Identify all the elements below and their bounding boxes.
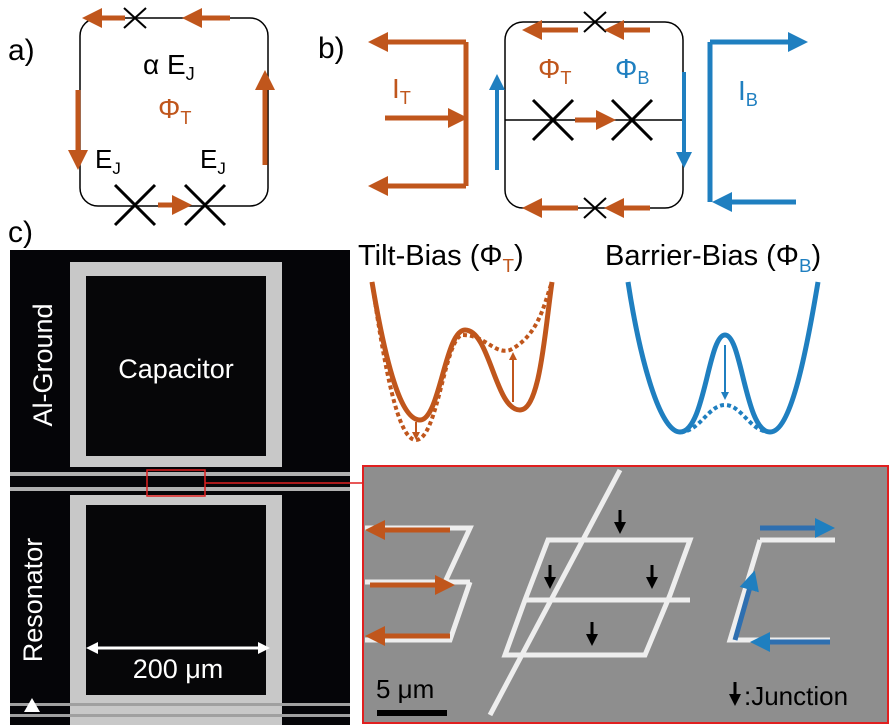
flux-label: ΦT — [538, 53, 571, 88]
current-label: IB — [738, 75, 758, 110]
barrier-bias-line — [710, 42, 798, 202]
potential-title: Barrier-Bias (ΦB) — [605, 240, 821, 276]
panel-label: b) — [318, 32, 345, 65]
resonator-line — [10, 714, 350, 717]
feedline — [10, 472, 350, 476]
junction-label: EJ — [95, 144, 121, 178]
capacitor-label: Capacitor — [118, 354, 234, 384]
potential-curve — [372, 282, 552, 420]
scale-label: 200 μm — [133, 654, 224, 684]
panel-a: a) α EJ ΦT EJ EJ — [8, 8, 268, 225]
flux-label: ΦB — [615, 53, 649, 88]
scale-label: 5 μm — [376, 674, 434, 704]
legend-label: :Junction — [744, 681, 848, 711]
panel-label: a) — [8, 34, 35, 67]
loop — [505, 22, 683, 208]
ground-label: Al-Ground — [28, 303, 58, 426]
resonator-label: Resonator — [18, 538, 48, 663]
junction — [185, 185, 225, 225]
junction — [584, 12, 606, 218]
panel-label: c) — [8, 216, 33, 249]
feedline — [10, 487, 350, 491]
potential-curve — [628, 282, 818, 432]
resonator-line — [10, 703, 350, 706]
potential-curve-shifted — [372, 282, 552, 440]
junction-label: α EJ — [143, 49, 195, 84]
panel-c: c) Capacitor Al-Ground Resonator 200 μm … — [8, 216, 888, 725]
scale-bar — [377, 710, 447, 716]
flux-label: ΦT — [158, 93, 191, 128]
junction-label: EJ — [200, 144, 226, 178]
figure: a) α EJ ΦT EJ EJ b) IT ΦT ΦB — [0, 0, 890, 725]
tilt-bias-line — [378, 42, 466, 186]
current-label: IT — [392, 73, 411, 108]
potential-title: Tilt-Bias (ΦT) — [358, 240, 524, 276]
junction — [115, 185, 155, 225]
panel-b: b) IT ΦT ΦB IB Tilt-Bias (ΦT) Barrier-Bi… — [318, 12, 821, 440]
